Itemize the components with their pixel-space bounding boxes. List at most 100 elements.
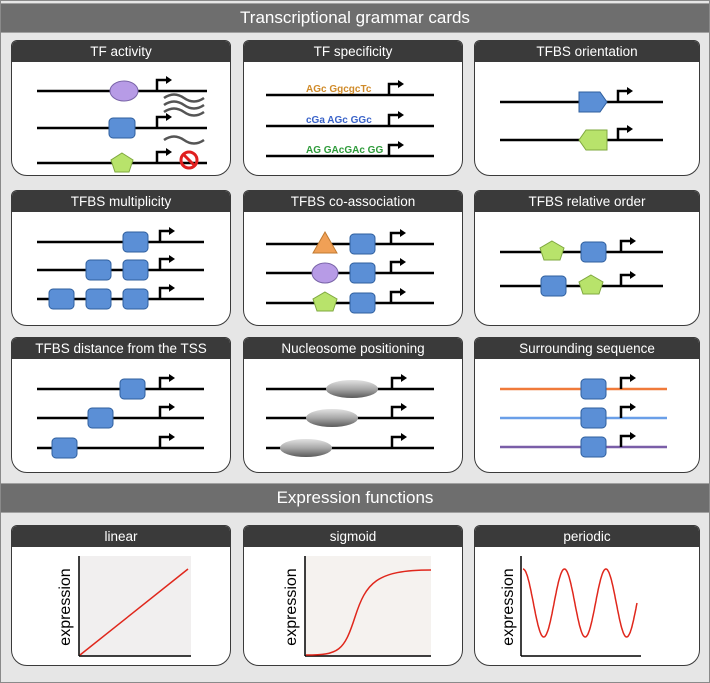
tf-oval-icon [311, 262, 339, 284]
tss-arrowhead-icon [400, 288, 406, 296]
card-tfbs-multiplicity: TFBS multiplicity [11, 190, 231, 326]
tfbs-box-icon [48, 288, 75, 310]
tss-arrow-icon [387, 82, 400, 95]
tss-arrow-icon [619, 273, 632, 286]
tss-arrow-icon [619, 405, 632, 418]
mrna-wave-icon [163, 93, 205, 103]
tss-arrowhead-icon [401, 433, 407, 441]
tss-arrow-icon [155, 150, 168, 163]
tfbs-box-icon [580, 241, 607, 263]
tss-arrow-icon [158, 376, 171, 389]
card-tfbs-distance-from-tss: TFBS distance from the TSS [11, 337, 231, 473]
card-tfbs-multiplicity-diagram [37, 227, 204, 310]
tss-arrow-icon [389, 231, 402, 244]
tss-arrowhead-icon [630, 271, 636, 279]
tfbs-box-icon [85, 259, 112, 281]
tss-arrowhead-icon [630, 403, 636, 411]
tss-arrowhead-icon [401, 403, 407, 411]
card-title: Nucleosome positioning [244, 338, 462, 359]
tss-arrow-icon [158, 229, 171, 242]
tss-arrowhead-icon [627, 125, 633, 133]
tss-arrow-icon [158, 257, 171, 270]
tss-arrow-icon [619, 376, 632, 389]
tss-arrowhead-icon [166, 76, 172, 84]
tss-arrowhead-icon [169, 433, 175, 441]
card-tf-specificity: TF specificity AGc GgcgcTc cGa AGc GGc A… [243, 40, 463, 176]
tfbs-box-icon [580, 436, 607, 458]
tss-arrowhead-icon [630, 432, 636, 440]
tfbs-forward-icon [578, 91, 608, 113]
tss-arrow-icon [389, 260, 402, 273]
tss-arrow-icon [158, 286, 171, 299]
tss-arrow-icon [390, 435, 403, 448]
tss-arrowhead-icon [400, 258, 406, 266]
card-tfbs-relative-order-diagram [500, 237, 663, 297]
card-title: TFBS relative order [475, 191, 699, 212]
card-surrounding-sequence-diagram [500, 374, 667, 458]
card-tf-specificity-diagram: AGc GgcgcTc cGa AGc GGc AG GAcGAc GG [266, 80, 434, 158]
y-axis-label: expression [283, 568, 300, 645]
tfbs-box-icon [87, 407, 114, 429]
tss-arrow-icon [619, 434, 632, 447]
tss-arrowhead-icon [400, 229, 406, 237]
grammar-cards-header: Transcriptional grammar cards [1, 3, 709, 33]
periodic-curve [522, 568, 638, 638]
tfbs-box-icon [122, 259, 149, 281]
tfbs-box-icon [349, 233, 376, 255]
mrna-wave-icon [163, 135, 205, 145]
y-axis-label: expression [57, 568, 74, 645]
nucleosome-icon [306, 409, 358, 427]
linear-curve [79, 568, 189, 656]
tfbs-box-icon [540, 275, 567, 297]
tss-arrowhead-icon [166, 148, 172, 156]
tfbs-box-icon [85, 288, 112, 310]
card-tfbs-co-association: TFBS co-association [243, 190, 463, 326]
tf-oval-icon [109, 80, 139, 102]
card-nucleosome-diagram [266, 374, 434, 457]
y-axis-label: expression [500, 568, 517, 645]
linear-plot: expression [57, 556, 191, 657]
card-title: sigmoid [244, 526, 462, 547]
expression-functions-header: Expression functions [1, 483, 709, 513]
tf-triangle-icon [312, 230, 338, 254]
tss-arrow-icon [387, 143, 400, 156]
tfbs-box-icon [349, 292, 376, 314]
card-tfbs-distance-diagram [37, 374, 204, 459]
card-surrounding-sequence: Surrounding sequence [474, 337, 700, 473]
tss-arrow-icon [387, 113, 400, 126]
periodic-plot: expression [500, 556, 641, 657]
card-periodic: periodic expression [474, 525, 700, 666]
tfbs-box-icon [580, 407, 607, 429]
tss-arrow-icon [389, 290, 402, 303]
card-linear: linear expression [11, 525, 231, 666]
tss-arrow-icon [390, 405, 403, 418]
tss-arrowhead-icon [627, 87, 633, 95]
tf-pentagon-icon [110, 152, 134, 173]
motif-logo: AGc GgcgcTc [306, 84, 372, 95]
tf-pentagon-icon [312, 291, 338, 312]
card-sigmoid: sigmoid expression [243, 525, 463, 666]
card-title: Surrounding sequence [475, 338, 699, 359]
tfbs-box-icon [349, 262, 376, 284]
tss-arrow-icon [390, 376, 403, 389]
tss-arrowhead-icon [166, 113, 172, 121]
tss-arrowhead-icon [169, 227, 175, 235]
tss-arrowhead-icon [630, 374, 636, 382]
tss-arrow-icon [619, 239, 632, 252]
plot-area [79, 556, 191, 656]
tss-arrow-icon [158, 435, 171, 448]
card-title: TFBS orientation [475, 41, 699, 62]
tfbs-box-icon [580, 378, 607, 400]
card-title: TF specificity [244, 41, 462, 62]
card-tfbs-relative-order: TFBS relative order [474, 190, 700, 326]
tfbs-box-icon [119, 378, 146, 400]
card-tfbs-co-association-diagram [266, 229, 434, 314]
tss-arrowhead-icon [169, 403, 175, 411]
tfbs-box-icon [122, 288, 149, 310]
tss-arrowhead-icon [169, 284, 175, 292]
tss-arrow-icon [155, 115, 168, 128]
nucleosome-icon [326, 380, 378, 398]
tss-arrowhead-icon [398, 111, 404, 119]
plot-area [305, 556, 431, 656]
